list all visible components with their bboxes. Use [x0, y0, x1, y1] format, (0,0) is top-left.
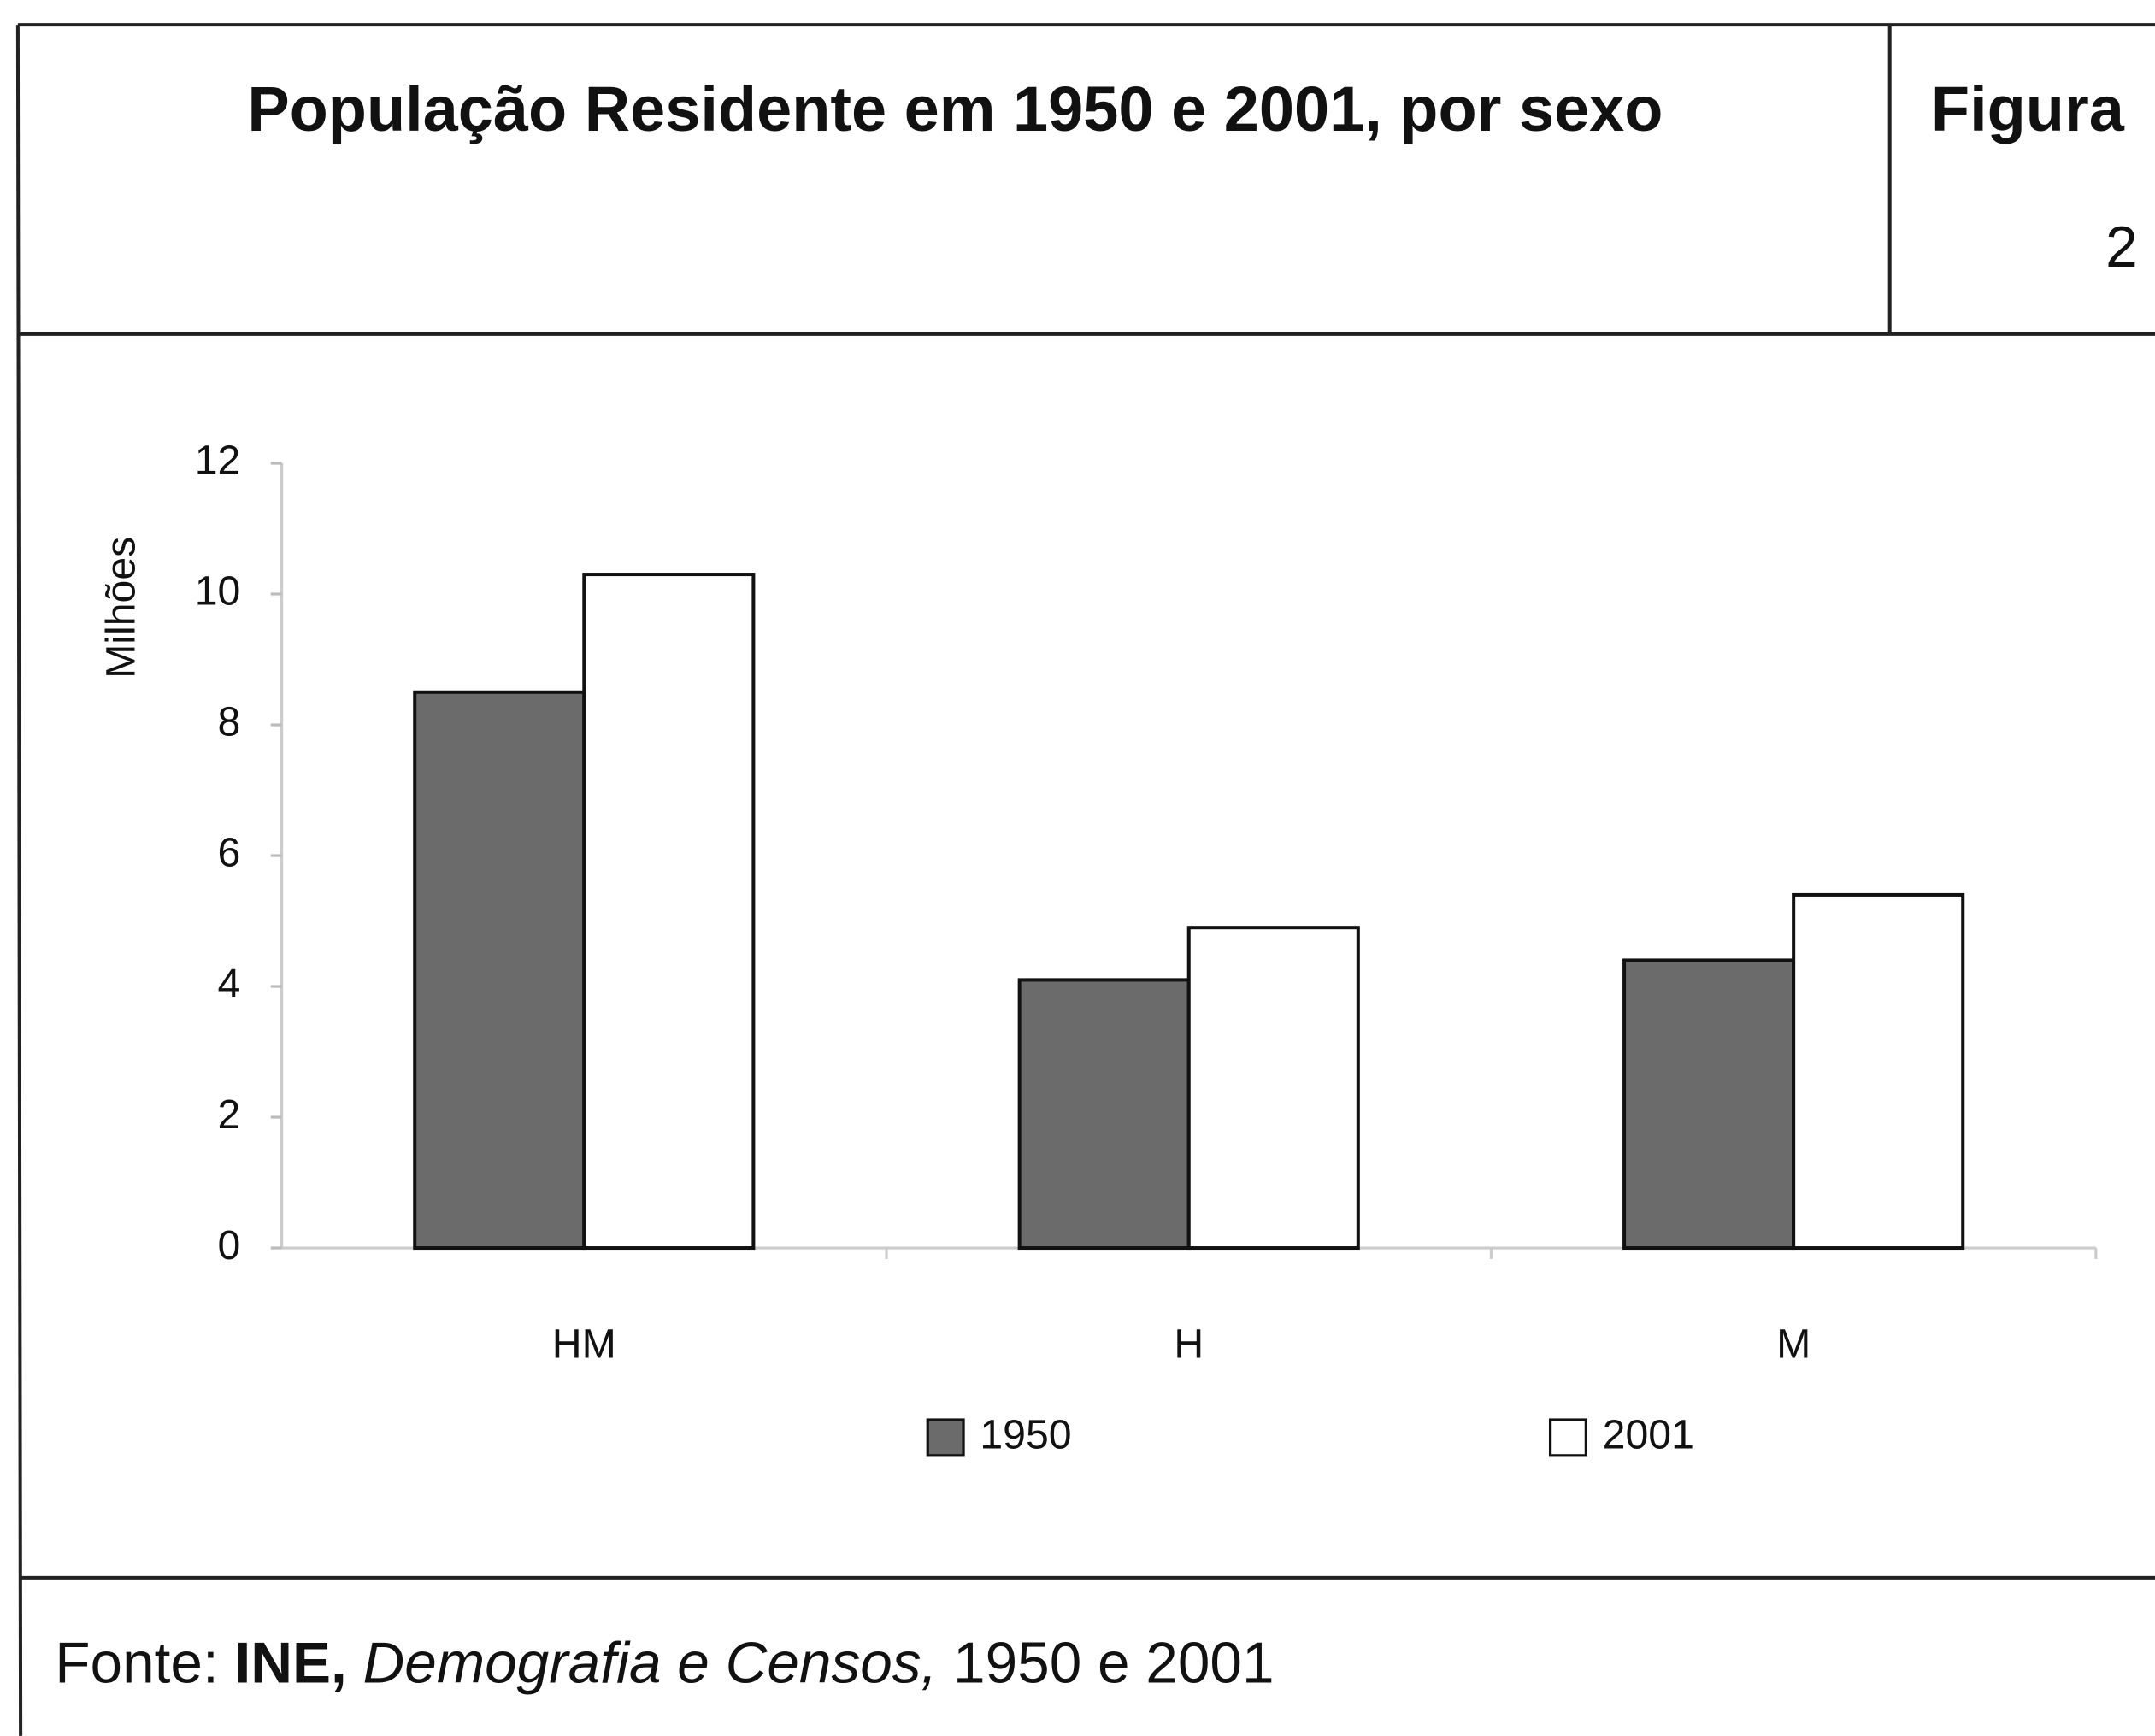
source-agency: INE,	[234, 1631, 346, 1695]
chart-title: População Residente em 1950 e 2001, por …	[247, 74, 1663, 144]
y-tick-label: 6	[218, 830, 241, 876]
legend-swatch	[1548, 1418, 1587, 1457]
bar	[1186, 926, 1360, 1251]
source-years: 1950 e 2001	[953, 1631, 1274, 1695]
figure-label: Figura	[1931, 74, 2125, 144]
legend-label: 1950	[980, 1412, 1071, 1458]
y-tick-label: 8	[218, 699, 241, 745]
bar	[413, 690, 586, 1251]
y-tick-label: 4	[218, 961, 241, 1007]
bar	[1622, 958, 1796, 1251]
legend-swatch	[926, 1418, 965, 1457]
y-tick-label: 0	[218, 1222, 241, 1268]
x-tick-label: H	[1174, 1321, 1204, 1368]
source-prefix: Fonte:	[55, 1631, 218, 1695]
figure-number: 2	[2105, 215, 2138, 280]
y-axis-label: Milhões	[97, 537, 144, 679]
y-tick-label: 2	[218, 1092, 241, 1138]
x-tick-label: HM	[552, 1321, 616, 1368]
source-publication: Demografia e Censos,	[363, 1631, 938, 1695]
source: Fonte: INE, Demografia e Censos, 1950 e …	[55, 1631, 1274, 1695]
bar	[1792, 892, 1965, 1251]
x-tick-label: M	[1776, 1321, 1811, 1368]
y-tick-label: 12	[195, 438, 241, 484]
bar	[582, 573, 756, 1251]
frame	[15, 23, 2155, 1736]
legend-label: 2001	[1603, 1412, 1694, 1458]
y-tick-label: 10	[195, 568, 241, 615]
frame-left	[15, 25, 23, 1736]
bar	[1017, 978, 1191, 1251]
